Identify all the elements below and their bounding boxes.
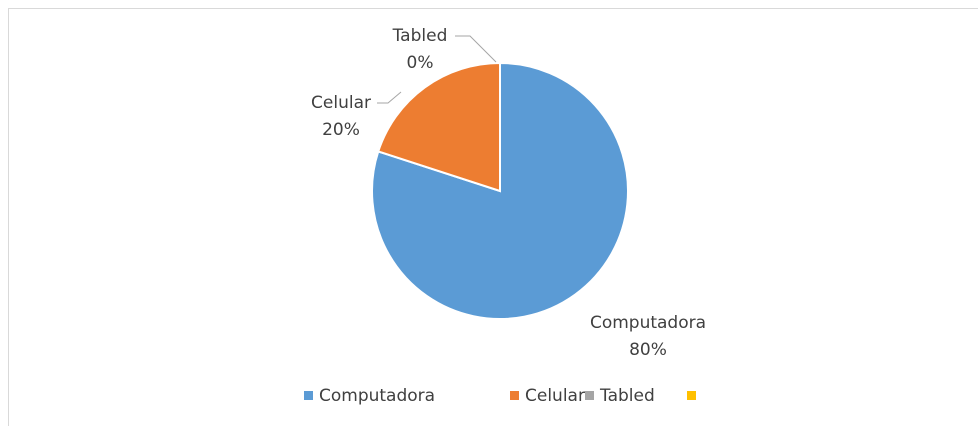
legend-swatch	[510, 391, 519, 400]
legend-label: Tabled	[599, 386, 655, 406]
leader-line	[377, 91, 402, 104]
legend-label: Celular	[525, 386, 585, 406]
leader-line	[455, 35, 497, 63]
legend-swatch	[304, 391, 313, 400]
data-label-value: 0%	[407, 53, 434, 73]
data-label-category: Celular	[311, 93, 371, 113]
pie-slice	[377, 61, 501, 193]
legend-swatch	[687, 391, 696, 400]
data-label-category: Computadora	[590, 313, 706, 333]
data-label-value: 20%	[322, 120, 360, 140]
data-label-category: Tabled	[392, 26, 448, 46]
legend-label: Computadora	[319, 386, 435, 406]
legend-swatch	[585, 391, 594, 400]
data-label-value: 80%	[629, 340, 667, 360]
